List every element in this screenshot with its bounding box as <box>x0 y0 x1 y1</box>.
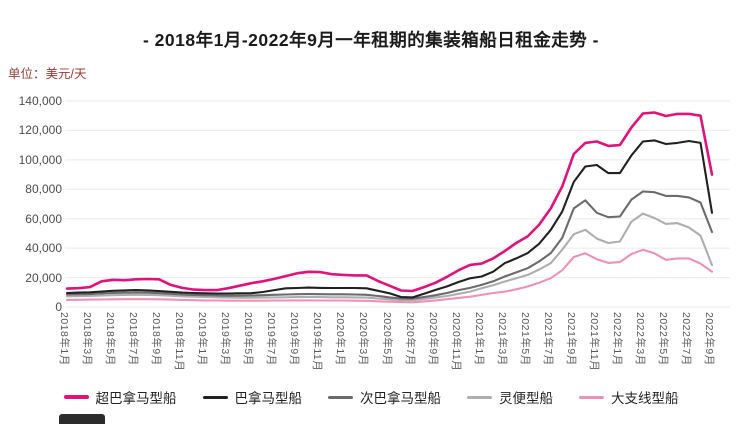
legend-item-panamax[interactable]: 巴拿马型船 <box>202 387 303 407</box>
legend-label: 次巴拿马型船 <box>360 391 441 406</box>
legend-line-icon <box>579 395 604 399</box>
legend-label: 灵便型船 <box>499 391 553 406</box>
series-line-3 <box>65 212 714 302</box>
y-axis-tick-label: 120,000 <box>18 123 62 138</box>
x-axis-tick-label: 2021年5月 <box>518 312 531 366</box>
x-axis-tick-label: 2021年3月 <box>495 312 508 366</box>
legend-item-handy[interactable]: 灵便型船 <box>467 387 553 407</box>
x-axis-tick-label: 2022年1月 <box>610 312 623 366</box>
x-axis-tick-label: 2019年9月 <box>288 312 301 366</box>
x-axis-tick-label: 2019年1月 <box>196 312 209 366</box>
x-axis-tick-label: 2020年3月 <box>357 312 370 366</box>
legend-line-icon <box>63 395 89 399</box>
legend-label: 超巴拿马型船 <box>95 391 177 406</box>
x-axis-tick-label: 2021年9月 <box>564 312 577 366</box>
series-line-2 <box>65 190 714 300</box>
legend-label: 巴拿马型船 <box>234 391 303 406</box>
legend-item-post-panamax[interactable]: 超巴拿马型船 <box>63 387 177 407</box>
x-axis-tick-label: 2018年7月 <box>127 312 140 366</box>
x-axis-tick-label: 2018年9月 <box>150 312 163 366</box>
legend-line-icon <box>467 395 492 399</box>
unit-label: 单位：美元/天 <box>8 67 87 81</box>
x-axis-tick-label: 2018年1月 <box>58 312 70 366</box>
x-axis-tick-label: 2019年11月 <box>311 312 324 372</box>
x-axis-tick-label: 2020年5月 <box>380 312 393 366</box>
x-axis-tick-label: 2022年5月 <box>656 312 669 366</box>
x-axis-tick-label: 2020年1月 <box>334 312 347 366</box>
x-axis-tick-label: 2022年7月 <box>679 312 692 366</box>
chart-legend: 超巴拿马型船 巴拿马型船 次巴拿马型船 灵便型船 大支线型船 <box>0 387 742 407</box>
x-axis-tick-label: 2020年7月 <box>403 312 416 366</box>
x-axis-tick-label: 2022年3月 <box>633 312 646 366</box>
x-axis-tick-label: 2018年11月 <box>173 312 186 372</box>
x-axis-tick-label: 2020年9月 <box>426 312 439 366</box>
x-axis-tick-label: 2021年1月 <box>472 312 485 366</box>
legend-line-icon <box>202 395 228 399</box>
y-axis-tick-label: 0 <box>55 300 62 314</box>
y-axis-tick-label: 100,000 <box>18 152 62 167</box>
y-axis-tick-label: 140,000 <box>18 94 62 108</box>
x-axis-tick-label: 2019年5月 <box>242 312 255 366</box>
x-axis-tick-label: 2021年11月 <box>587 312 600 372</box>
series-line-0 <box>65 111 714 293</box>
y-axis-tick-label: 40,000 <box>25 241 62 256</box>
chart-title: - 2018年1月-2022年9月一年租期的集装箱船日租金走势 - <box>142 30 600 50</box>
x-axis-tick-label: 2018年3月 <box>81 312 94 366</box>
y-axis-tick-label: 60,000 <box>25 211 62 226</box>
y-axis-tick-label: 80,000 <box>25 182 62 197</box>
x-axis-tick-label: 2018年5月 <box>104 312 117 366</box>
series-line-4 <box>65 248 714 304</box>
legend-item-sub-panamax[interactable]: 次巴拿马型船 <box>328 387 441 407</box>
legend-label: 大支线型船 <box>611 391 679 406</box>
legend-item-large-feeder[interactable]: 大支线型船 <box>579 387 679 407</box>
series-line-1 <box>65 139 714 299</box>
x-axis-tick-label: 2019年7月 <box>265 312 278 366</box>
cropped-footer-element <box>59 414 105 424</box>
x-axis-tick-label: 2022年9月 <box>703 312 715 366</box>
x-axis-tick-label: 2020年11月 <box>449 312 462 372</box>
y-axis-tick-label: 20,000 <box>25 270 62 285</box>
x-axis-tick-label: 2019年3月 <box>219 312 232 366</box>
x-axis-tick-label: 2021年7月 <box>541 312 554 366</box>
legend-line-icon <box>328 395 353 399</box>
